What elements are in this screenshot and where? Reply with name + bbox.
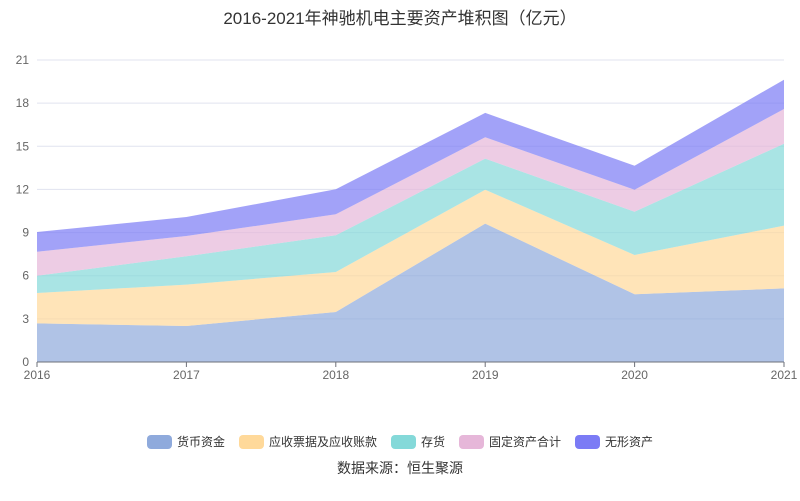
area-series [37, 79, 784, 252]
legend-item[interactable]: 货币资金 [146, 433, 225, 450]
legend: 货币资金 应收票据及应收账款 存货 固定资产合计 无形资产 [0, 433, 800, 450]
y-tick-label: 9 [22, 226, 29, 240]
legend-item[interactable]: 应收票据及应收账款 [238, 433, 377, 450]
x-tick-label: 2021 [771, 368, 798, 382]
legend-item[interactable]: 固定资产合计 [459, 433, 561, 450]
area-series [37, 143, 784, 293]
area-series [37, 109, 784, 276]
area-series [37, 189, 784, 327]
legend-item[interactable]: 存货 [390, 433, 445, 450]
chart-title: 2016-2021年神驰机电主要资产堆积图（亿元） [223, 9, 577, 28]
legend-label: 存货 [420, 435, 445, 449]
legend-label: 无形资产 [605, 435, 654, 449]
y-tick-label: 0 [22, 355, 29, 369]
legend-swatch [459, 434, 484, 449]
legend-swatch [390, 434, 416, 449]
x-tick-label: 2020 [621, 368, 648, 382]
legend-swatch [575, 434, 601, 449]
legend-swatch [238, 434, 264, 449]
x-tick-label: 2016 [24, 368, 51, 382]
x-tick-label: 2018 [322, 368, 349, 382]
legend-swatch [146, 434, 172, 449]
y-tick-label: 18 [16, 96, 30, 110]
y-tick-label: 12 [16, 182, 30, 196]
x-tick-label: 2017 [173, 368, 200, 382]
y-tick-label: 15 [16, 139, 30, 153]
y-tick-label: 21 [16, 53, 30, 67]
legend-label: 应收票据及应收账款 [268, 435, 377, 449]
legend-label: 货币资金 [176, 435, 225, 449]
source-note: 数据来源：恒生聚源 [337, 460, 463, 476]
y-tick-label: 3 [22, 312, 29, 326]
area-series [37, 223, 784, 362]
legend-item[interactable]: 无形资产 [575, 433, 653, 450]
legend-label: 固定资产合计 [489, 435, 562, 449]
y-tick-label: 6 [22, 269, 29, 283]
x-tick-label: 2019 [472, 368, 499, 382]
